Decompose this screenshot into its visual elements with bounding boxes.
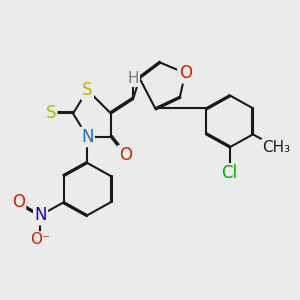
Text: O: O — [12, 193, 25, 211]
Text: O: O — [119, 146, 132, 164]
Text: S: S — [82, 81, 93, 99]
Text: N: N — [34, 206, 47, 224]
Text: S: S — [46, 104, 56, 122]
Text: N: N — [81, 128, 94, 146]
Text: O: O — [179, 64, 192, 82]
Text: Cl: Cl — [221, 164, 238, 182]
Text: O⁻: O⁻ — [31, 232, 50, 247]
Text: H: H — [127, 71, 139, 86]
Text: CH₃: CH₃ — [262, 140, 290, 155]
Text: O: O — [179, 64, 192, 82]
